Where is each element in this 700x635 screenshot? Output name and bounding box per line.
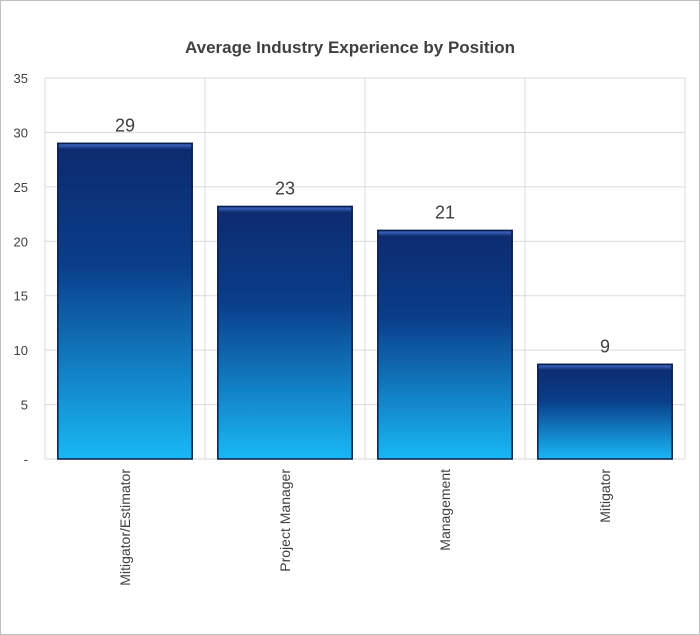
category-label: Project Manager	[277, 469, 293, 572]
data-label: 29	[115, 115, 135, 135]
category-label: Mitigator	[597, 469, 613, 523]
y-tick-label: 20	[14, 234, 28, 249]
bar	[377, 229, 513, 460]
y-tick-label: 5	[21, 398, 28, 413]
bar-bevel	[378, 231, 512, 237]
category-label: Mitigator/Estimator	[117, 469, 133, 586]
bar	[217, 205, 353, 460]
y-tick-label: 35	[14, 71, 28, 86]
bar	[57, 142, 193, 460]
y-axis: - 5 10 15 20 25 30 35	[14, 71, 28, 467]
data-labels: 29 23 21 9	[115, 115, 610, 356]
y-tick-label: 10	[14, 343, 28, 358]
y-tick-label: 15	[14, 289, 28, 304]
data-label: 21	[435, 202, 455, 222]
bar-bevel	[538, 365, 672, 371]
y-tick-label: 30	[14, 125, 28, 140]
category-label: Management	[437, 469, 453, 551]
x-axis: Mitigator/Estimator Project Manager Manage…	[117, 469, 613, 586]
y-tick-label: 25	[14, 180, 28, 195]
bar-bevel	[218, 207, 352, 213]
data-label: 23	[275, 178, 295, 198]
bar	[537, 363, 673, 460]
data-label: 9	[600, 336, 610, 356]
bars	[57, 142, 673, 460]
bar-bevel	[58, 144, 192, 150]
chart-title: Average Industry Experience by Position	[184, 38, 516, 57]
y-tick-label: -	[24, 452, 28, 467]
